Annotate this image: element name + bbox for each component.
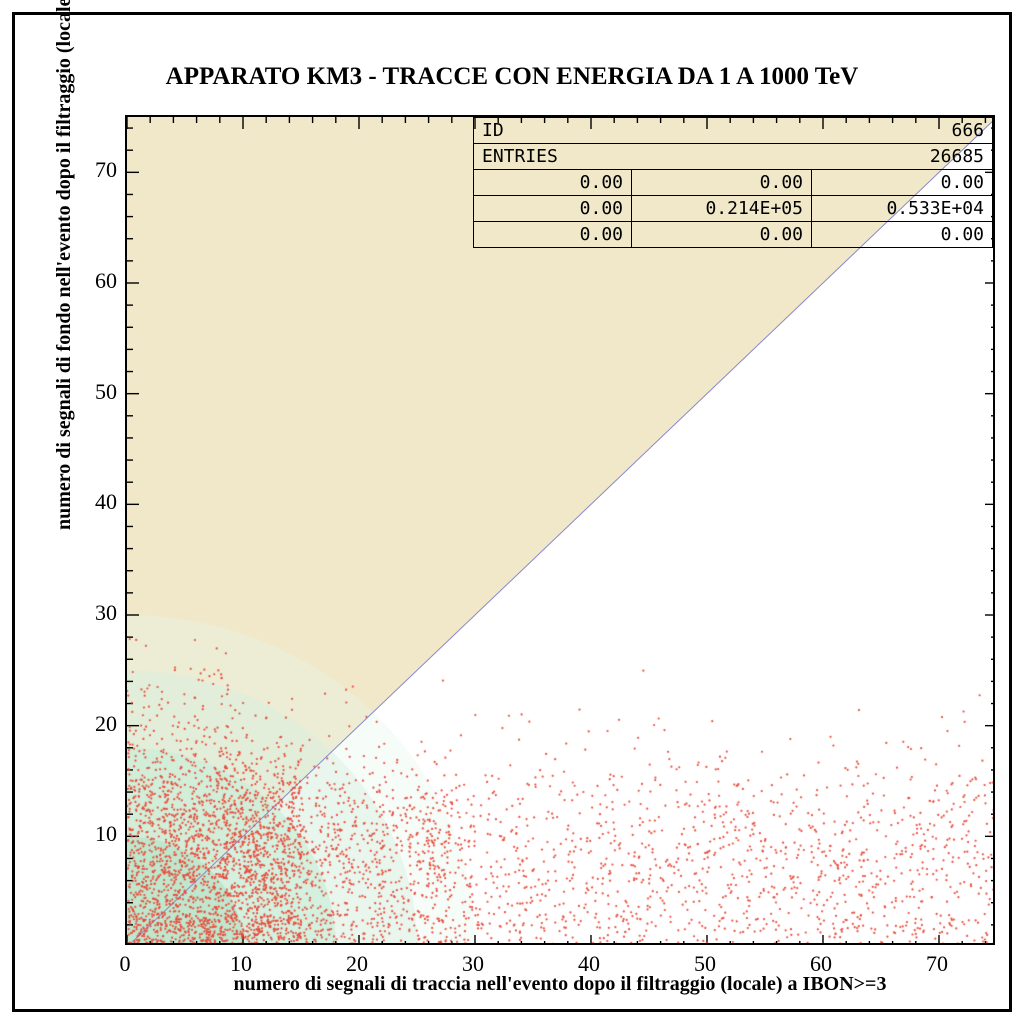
y-tick-label: 20	[95, 711, 125, 737]
stats-grid-cell: 0.533E+04	[812, 196, 992, 221]
stats-entries-value: 26685	[812, 144, 992, 169]
x-tick-label: 10	[230, 945, 252, 977]
x-tick-label: 30	[462, 945, 484, 977]
stats-grid-cell: 0.00	[474, 196, 632, 221]
y-tick-label: 10	[95, 821, 125, 847]
y-tick-label: 30	[95, 600, 125, 626]
stats-grid-row: 0.000.214E+050.533E+04	[474, 196, 992, 222]
y-tick-label: 40	[95, 489, 125, 515]
y-tick-label: 60	[95, 268, 125, 294]
stats-grid-row: 0.000.000.00	[474, 170, 992, 196]
stats-grid-cell: 0.00	[632, 222, 812, 247]
plot-area: ID 666 ENTRIES 266850.000.000.000.000.21…	[125, 115, 995, 945]
stats-grid-cell: 0.214E+05	[632, 196, 812, 221]
stats-grid-cell: 0.00	[474, 170, 632, 195]
stats-id-value: 666	[812, 118, 992, 143]
stats-id-label: ID	[474, 118, 812, 143]
stats-box: ID 666 ENTRIES 266850.000.000.000.000.21…	[473, 117, 993, 248]
stats-grid-cell: 0.00	[632, 170, 812, 195]
stats-grid-cell: 0.00	[474, 222, 632, 247]
stats-row-id: ID 666	[474, 118, 992, 144]
stats-grid-cell: 0.00	[812, 170, 992, 195]
x-axis-label: numero di segnali di traccia nell'evento…	[125, 973, 995, 996]
plot-container: ID 666 ENTRIES 266850.000.000.000.000.21…	[125, 115, 995, 945]
stats-entries-label: ENTRIES	[474, 144, 812, 169]
y-tick-label: 50	[95, 379, 125, 405]
x-tick-label: 70	[926, 945, 948, 977]
stats-row-entries: ENTRIES 26685	[474, 144, 992, 170]
y-tick-label: 70	[95, 157, 125, 183]
x-tick-label: 50	[694, 945, 716, 977]
x-tick-label: 60	[810, 945, 832, 977]
y-axis-label: numero di segnali di fondo nell'evento d…	[53, 0, 76, 530]
chart-title: APPARATO KM3 - TRACCE CON ENERGIA DA 1 A…	[15, 63, 1009, 91]
x-tick-label: 40	[578, 945, 600, 977]
stats-grid-row: 0.000.000.00	[474, 222, 992, 247]
stats-grid-cell: 0.00	[812, 222, 992, 247]
x-tick-label: 20	[346, 945, 368, 977]
x-tick-label: 0	[120, 945, 131, 977]
outer-frame: APPARATO KM3 - TRACCE CON ENERGIA DA 1 A…	[12, 12, 1012, 1012]
